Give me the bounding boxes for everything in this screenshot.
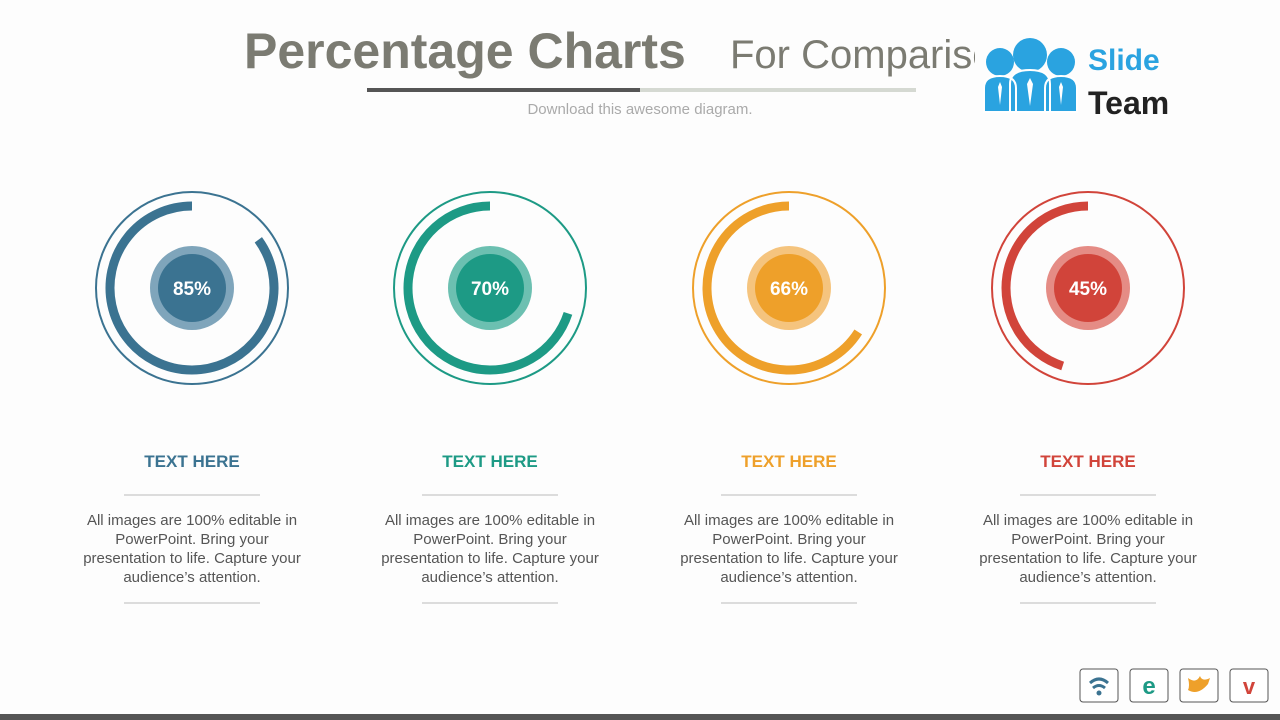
description: All images are 100% editable in PowerPoi… <box>680 512 898 586</box>
outer-ring <box>95 191 289 385</box>
subtitle: Download this awesome diagram. <box>527 101 752 118</box>
logo-text: Team <box>1088 85 1169 121</box>
logo-text: Slide <box>1088 44 1160 77</box>
heading: TEXT HERE <box>144 452 239 471</box>
description: All images are 100% editable in PowerPoi… <box>83 512 301 586</box>
outer-ring <box>991 191 1185 385</box>
value-label: 66% <box>770 279 808 300</box>
value-label: 45% <box>1069 279 1107 300</box>
arc <box>702 201 863 375</box>
arc <box>1001 201 1089 371</box>
arc <box>403 201 573 375</box>
description: All images are 100% editable in PowerPoi… <box>979 512 1197 586</box>
svg-text:e: e <box>1142 673 1155 700</box>
bottom-bar <box>0 714 1280 720</box>
title-rest: For Comparison <box>730 33 1017 77</box>
heading: TEXT HERE <box>741 452 836 471</box>
outer-ring <box>692 191 886 385</box>
heading: TEXT HERE <box>442 452 537 471</box>
inner-core <box>456 254 524 322</box>
inner-core <box>1054 254 1122 322</box>
title: Percentage Charts <box>244 23 686 79</box>
arc <box>105 201 279 375</box>
value-label: 85% <box>173 279 211 300</box>
logo: Slide Team <box>975 30 1169 121</box>
value-label: 70% <box>471 279 509 300</box>
heading: TEXT HERE <box>1040 452 1135 471</box>
social-icons: e v <box>1079 668 1269 703</box>
description: All images are 100% editable in PowerPoi… <box>381 512 599 586</box>
inner-core <box>755 254 823 322</box>
underline-accent <box>367 88 640 92</box>
svg-text:v: v <box>1243 674 1256 699</box>
underline <box>367 88 916 92</box>
outer-ring <box>393 191 587 385</box>
inner-core <box>158 254 226 322</box>
